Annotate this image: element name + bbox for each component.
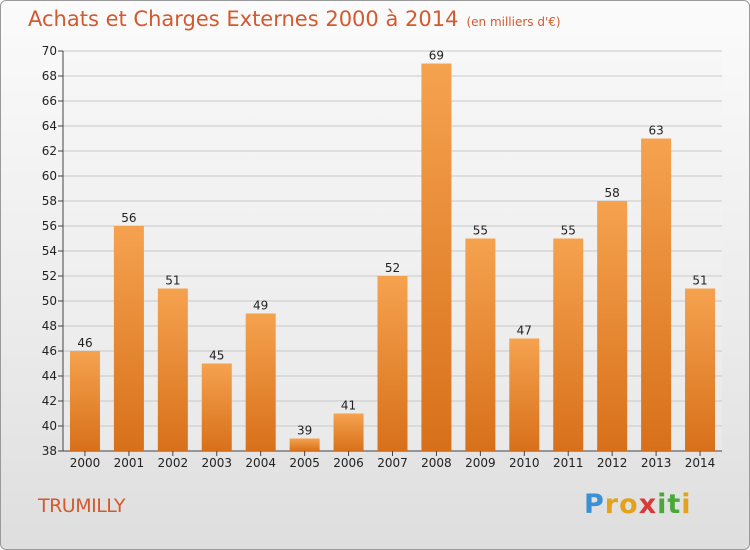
y-tick-label: 48 xyxy=(42,319,57,333)
x-tick-label: 2008 xyxy=(421,456,452,470)
chart-unit: (en milliers d'€) xyxy=(466,15,561,29)
bar-value-label: 52 xyxy=(385,261,400,275)
bar-value-label: 39 xyxy=(297,424,312,438)
bar-value-label: 49 xyxy=(253,299,268,313)
y-tick-label: 52 xyxy=(42,269,57,283)
y-tick-label: 68 xyxy=(42,69,57,83)
y-tick-label: 54 xyxy=(42,244,57,258)
x-tick-label: 2009 xyxy=(465,456,496,470)
y-tick-label: 38 xyxy=(42,444,57,458)
bar xyxy=(245,313,276,451)
logo-letter: o xyxy=(619,489,639,520)
bar-value-label: 69 xyxy=(429,49,444,63)
bar xyxy=(377,276,408,451)
logo-letter: i xyxy=(681,489,692,520)
logo-letter: r xyxy=(604,489,620,520)
y-tick-label: 58 xyxy=(42,194,57,208)
bar xyxy=(113,226,144,451)
bar-value-label: 46 xyxy=(77,336,92,350)
bar-value-label: 47 xyxy=(517,324,532,338)
bar-value-label: 55 xyxy=(561,224,576,238)
y-tick-label: 50 xyxy=(42,294,57,308)
bar xyxy=(289,438,320,451)
bar-value-label: 56 xyxy=(121,211,136,225)
commune-name: TRUMILLY xyxy=(38,495,125,517)
y-tick-label: 60 xyxy=(42,169,57,183)
logo-letter: i xyxy=(657,489,668,520)
x-tick-label: 2005 xyxy=(289,456,320,470)
x-tick-label: 2006 xyxy=(333,456,364,470)
y-tick-label: 40 xyxy=(42,419,57,433)
x-tick-label: 2014 xyxy=(685,456,716,470)
bar-value-label: 63 xyxy=(648,124,663,138)
logo-letter: x xyxy=(638,489,658,520)
x-tick-label: 2003 xyxy=(201,456,232,470)
proxiti-logo: Proxiti xyxy=(584,489,692,520)
x-tick-label: 2001 xyxy=(114,456,145,470)
y-tick-label: 62 xyxy=(42,144,57,158)
chart-title: Achats et Charges Externes 2000 à 2014 (e… xyxy=(28,7,561,31)
bar xyxy=(553,238,584,451)
bar xyxy=(157,288,188,451)
y-tick-label: 66 xyxy=(42,94,57,108)
x-tick-label: 2004 xyxy=(245,456,276,470)
bar xyxy=(597,201,628,451)
logo-letter: t xyxy=(667,489,682,520)
x-tick-label: 2007 xyxy=(377,456,408,470)
bar-value-label: 45 xyxy=(209,349,224,363)
bar-value-label: 58 xyxy=(605,186,620,200)
y-tick-label: 56 xyxy=(42,219,57,233)
bar xyxy=(509,338,540,451)
bar-value-label: 55 xyxy=(473,224,488,238)
bar xyxy=(69,351,100,451)
x-tick-label: 2012 xyxy=(597,456,628,470)
x-tick-label: 2010 xyxy=(509,456,540,470)
x-tick-label: 2011 xyxy=(553,456,584,470)
bar xyxy=(685,288,716,451)
x-tick-label: 2002 xyxy=(158,456,189,470)
bar xyxy=(465,238,496,451)
y-tick-label: 64 xyxy=(42,119,57,133)
y-tick-label: 44 xyxy=(42,369,57,383)
bar-value-label: 51 xyxy=(692,274,707,288)
bar xyxy=(641,138,672,451)
x-tick-label: 2013 xyxy=(641,456,672,470)
y-tick-label: 46 xyxy=(42,344,57,358)
bar xyxy=(333,413,364,451)
bar-value-label: 41 xyxy=(341,399,356,413)
bar xyxy=(201,363,232,451)
bar-value-label: 51 xyxy=(165,274,180,288)
x-tick-label: 2000 xyxy=(70,456,101,470)
bar xyxy=(421,63,452,451)
y-tick-label: 70 xyxy=(42,44,57,58)
y-tick-label: 42 xyxy=(42,394,57,408)
logo-letter: P xyxy=(584,489,605,520)
